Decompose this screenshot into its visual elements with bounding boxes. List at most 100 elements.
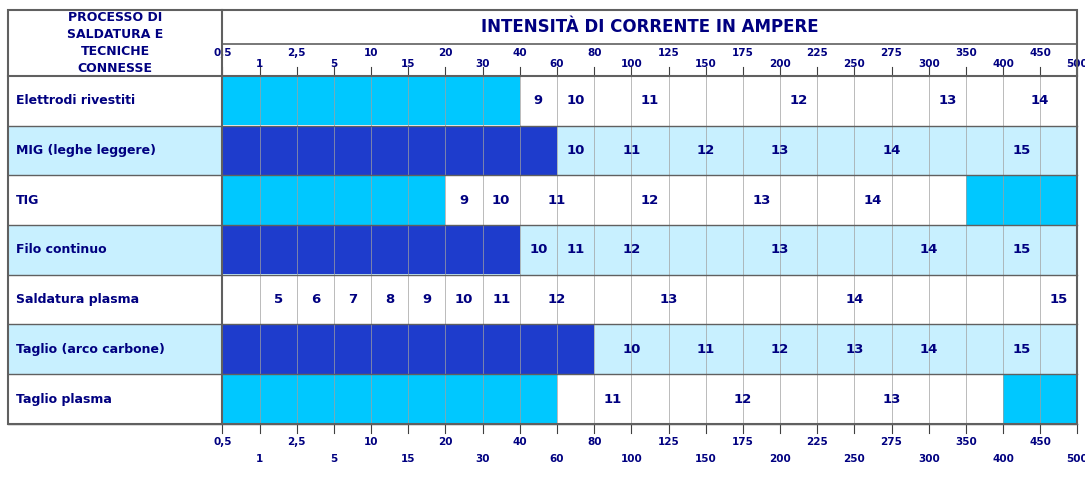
Bar (8, 374, 222, 424)
Text: 14: 14 (919, 244, 937, 256)
Text: 10: 10 (622, 343, 640, 356)
Bar (557, 76, 595, 125)
Text: 175: 175 (732, 48, 754, 58)
Text: 11: 11 (566, 244, 585, 256)
Bar (892, 225, 966, 274)
Bar (929, 176, 966, 224)
Text: 300: 300 (918, 454, 940, 464)
Text: 14: 14 (1031, 94, 1049, 107)
Text: 10: 10 (529, 244, 548, 256)
Text: 15: 15 (1012, 144, 1031, 157)
Bar (817, 126, 966, 175)
Bar (520, 176, 595, 224)
Bar (966, 126, 1077, 175)
Text: 13: 13 (882, 392, 901, 406)
Bar (8, 76, 222, 125)
Text: 6: 6 (310, 293, 320, 306)
Bar (817, 375, 966, 423)
Text: 400: 400 (992, 59, 1014, 69)
Text: 20: 20 (438, 48, 452, 58)
Bar (222, 325, 595, 374)
Text: 12: 12 (733, 392, 752, 406)
Text: 20: 20 (438, 438, 452, 447)
Text: 450: 450 (1030, 48, 1051, 58)
Bar (668, 325, 743, 374)
Text: 40: 40 (512, 48, 527, 58)
Bar (222, 225, 520, 274)
Bar (371, 275, 408, 324)
Text: 225: 225 (806, 438, 828, 447)
Text: 15: 15 (401, 454, 416, 464)
Text: 225: 225 (806, 48, 828, 58)
Text: 13: 13 (770, 244, 789, 256)
Bar (705, 76, 892, 125)
Bar (595, 325, 668, 374)
Text: 9: 9 (459, 194, 469, 207)
Bar (1003, 375, 1077, 423)
Bar (222, 175, 1077, 225)
Text: 8: 8 (385, 293, 394, 306)
Bar (966, 325, 1077, 374)
Bar (743, 126, 817, 175)
Text: 10: 10 (455, 293, 473, 306)
Text: 150: 150 (694, 454, 716, 464)
Text: 10: 10 (492, 194, 510, 207)
Text: 250: 250 (843, 59, 865, 69)
Text: 13: 13 (939, 94, 957, 107)
Bar (595, 225, 668, 274)
Bar (222, 76, 1077, 125)
Text: 80: 80 (587, 48, 601, 58)
Text: 11: 11 (603, 392, 622, 406)
Text: INTENSITÀ DI CORRENTE IN AMPERE: INTENSITÀ DI CORRENTE IN AMPERE (481, 18, 819, 36)
Text: 15: 15 (1012, 343, 1031, 356)
Text: 13: 13 (845, 343, 864, 356)
Bar (8, 10, 1077, 424)
Bar (817, 176, 929, 224)
Text: Taglio plasma: Taglio plasma (16, 392, 112, 406)
Text: 11: 11 (697, 343, 715, 356)
Bar (408, 275, 446, 324)
Bar (595, 126, 668, 175)
Bar (222, 10, 1077, 76)
Bar (222, 126, 557, 175)
Text: 12: 12 (622, 244, 640, 256)
Text: 10: 10 (566, 94, 585, 107)
Bar (668, 126, 743, 175)
Text: 11: 11 (548, 194, 566, 207)
Text: 9: 9 (534, 94, 542, 107)
Bar (817, 325, 892, 374)
Text: MIG (leghe leggere): MIG (leghe leggere) (16, 144, 156, 157)
Bar (222, 125, 1077, 175)
Text: Saldatura plasma: Saldatura plasma (16, 293, 139, 306)
Text: 1: 1 (256, 59, 264, 69)
Text: 12: 12 (790, 94, 807, 107)
Bar (222, 275, 259, 324)
Bar (892, 325, 966, 374)
Bar (557, 225, 595, 274)
Text: 9: 9 (422, 293, 432, 306)
Text: 10: 10 (566, 144, 585, 157)
Text: 400: 400 (992, 454, 1014, 464)
Text: 500: 500 (1067, 454, 1085, 464)
Text: 350: 350 (955, 48, 976, 58)
Bar (520, 76, 557, 125)
Bar (334, 275, 371, 324)
Text: 250: 250 (843, 454, 865, 464)
Bar (8, 275, 222, 324)
Text: PROCESSO DI
SALDATURA E
TECNICHE
CONNESSE: PROCESSO DI SALDATURA E TECNICHE CONNESS… (67, 11, 163, 75)
Text: 7: 7 (348, 293, 357, 306)
Bar (557, 375, 668, 423)
Text: 350: 350 (955, 438, 976, 447)
Bar (668, 225, 892, 274)
Bar (446, 275, 483, 324)
Bar (668, 375, 817, 423)
Bar (222, 76, 520, 125)
Bar (966, 225, 1077, 274)
Text: 14: 14 (919, 343, 937, 356)
Text: 15: 15 (401, 59, 416, 69)
Text: Elettrodi rivestiti: Elettrodi rivestiti (16, 94, 136, 107)
Text: 12: 12 (548, 293, 566, 306)
Bar (222, 176, 446, 224)
Text: 12: 12 (641, 194, 659, 207)
Bar (1003, 76, 1077, 125)
